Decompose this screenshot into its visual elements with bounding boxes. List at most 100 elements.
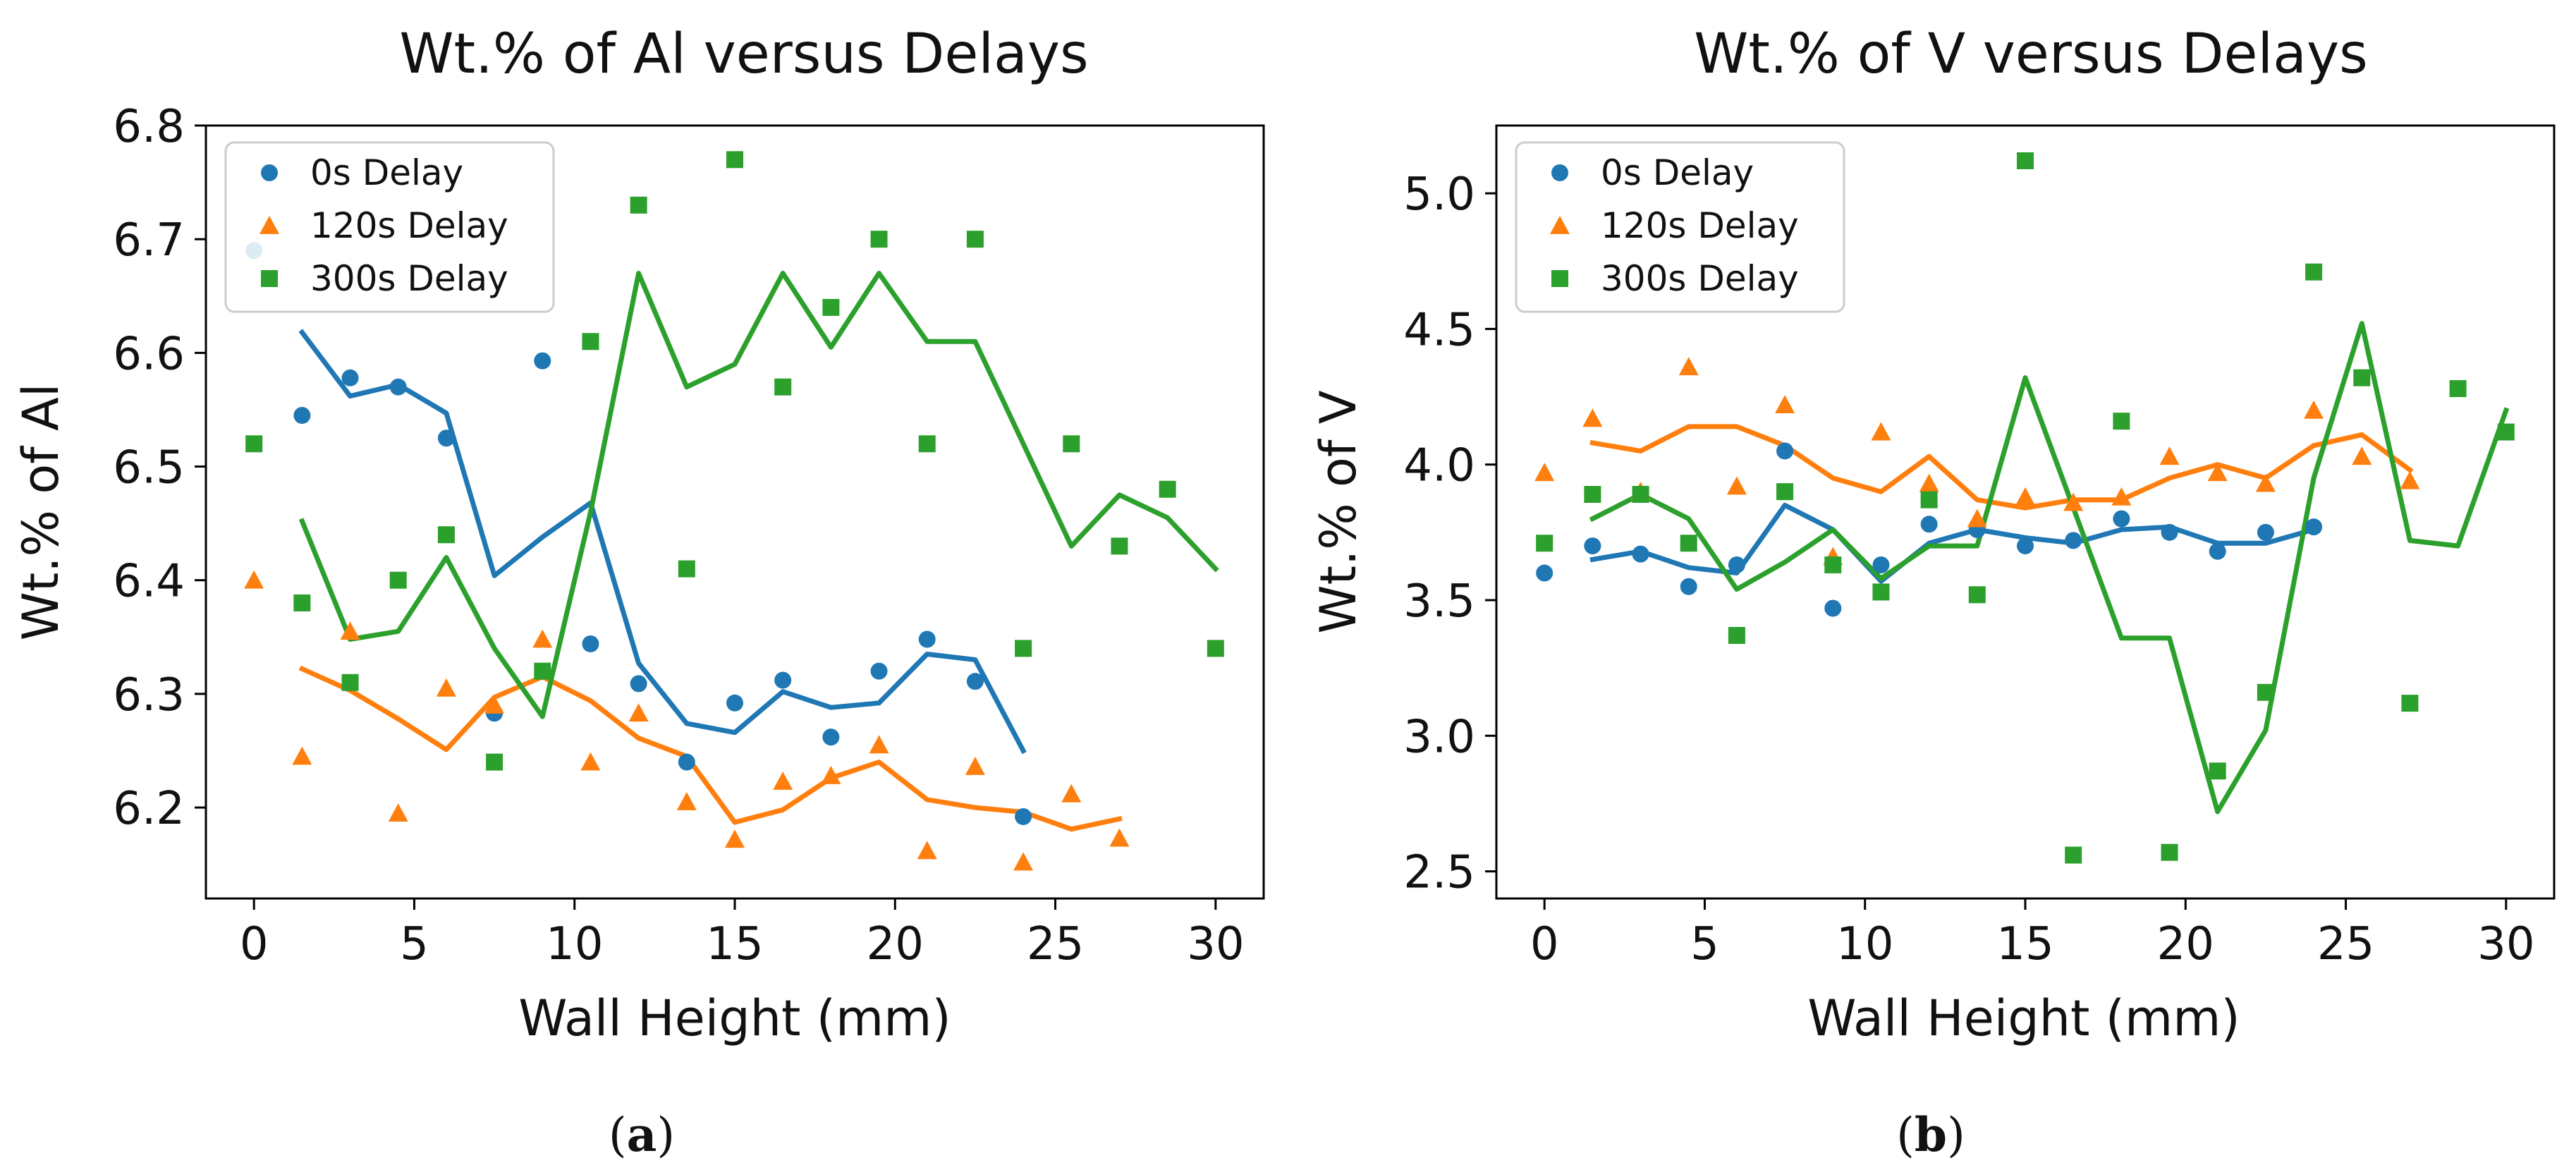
series-line-0s <box>298 329 1027 755</box>
data-point-120s <box>1726 476 1747 495</box>
x-tick-label: 15 <box>1996 918 2053 970</box>
data-point-0s <box>1728 556 1745 573</box>
data-point-120s <box>2111 487 2132 506</box>
data-point-0s <box>1680 578 1697 595</box>
data-point-120s <box>2400 470 2420 489</box>
data-point-300s <box>1159 480 1176 498</box>
data-point-300s <box>2065 846 2082 864</box>
data-point-300s <box>1632 486 1649 504</box>
data-point-120s <box>1871 422 1891 441</box>
y-axis-ticks: 2.5 3.0 3.5 4.0 4.5 5.0 <box>1403 169 1496 899</box>
data-point-300s <box>1968 586 1986 604</box>
data-point-0s <box>1872 556 1890 573</box>
data-point-120s <box>917 841 937 860</box>
data-point-120s <box>2352 446 2372 465</box>
data-point-0s <box>726 694 743 712</box>
data-point-300s <box>2113 413 2130 430</box>
panel-caption-letter: a <box>627 1107 657 1162</box>
data-point-120s <box>628 703 649 722</box>
chart-title: Wt.% of Al versus Delays <box>399 23 1088 86</box>
x-tick-label: 5 <box>1690 918 1719 970</box>
data-point-300s <box>1776 483 1794 501</box>
y-tick-label: 6.7 <box>113 214 185 267</box>
data-point-0s <box>582 635 599 652</box>
data-point-300s <box>582 333 599 351</box>
data-point-300s <box>678 560 695 578</box>
panel-caption-letter: b <box>1915 1107 1947 1162</box>
data-point-120s <box>1678 357 1699 376</box>
data-point-120s <box>1109 828 1130 847</box>
data-point-120s <box>1919 473 1939 492</box>
data-point-120s <box>340 621 360 640</box>
data-point-120s <box>676 792 697 810</box>
y-tick-label: 6.4 <box>113 556 185 608</box>
series-points <box>1534 152 2515 864</box>
data-point-120s <box>725 829 745 848</box>
data-point-300s <box>2449 380 2467 398</box>
data-point-300s <box>245 435 263 453</box>
y-tick-label: 6.8 <box>113 101 185 153</box>
data-point-0s <box>1015 808 1032 825</box>
data-point-0s <box>774 671 792 689</box>
data-point-300s <box>2497 423 2515 441</box>
data-point-300s <box>1015 640 1032 657</box>
data-point-120s <box>580 752 601 771</box>
data-point-120s <box>821 765 841 784</box>
legend-marker-0s <box>1551 164 1568 181</box>
data-point-300s <box>437 526 455 544</box>
data-point-300s <box>2353 369 2371 386</box>
y-axis-label: Wt.% of Al <box>12 384 70 641</box>
chart-panel-al: Wt.% of Al versus Delays 0 5 10 15 20 25 30 6.… <box>12 23 1265 1162</box>
x-tick-label: 25 <box>1027 918 1084 970</box>
data-point-300s <box>2161 843 2178 861</box>
y-tick-label: 2.5 <box>1403 847 1475 899</box>
x-tick-label: 20 <box>867 918 924 970</box>
data-point-0s <box>2017 537 2034 555</box>
data-point-120s <box>244 570 264 589</box>
data-point-300s <box>630 196 647 214</box>
x-tick-label: 10 <box>546 918 603 970</box>
data-point-300s <box>2257 683 2274 701</box>
legend: 0s Delay 120s Delay 300s Delay <box>224 141 555 313</box>
data-point-120s <box>2015 487 2035 506</box>
y-tick-label: 4.0 <box>1403 440 1475 492</box>
y-tick-label: 3.0 <box>1403 711 1475 763</box>
series-line-0s <box>1589 502 2317 584</box>
x-tick-label: 30 <box>1187 918 1244 970</box>
data-point-300s <box>870 231 888 248</box>
data-point-120s <box>869 735 889 754</box>
x-tick-label: 20 <box>2157 918 2214 970</box>
legend-label-120s: 120s Delay <box>310 205 508 246</box>
data-point-0s <box>966 673 984 690</box>
x-tick-label: 0 <box>240 918 269 970</box>
data-point-120s <box>1775 395 1795 413</box>
data-point-0s <box>534 352 551 370</box>
x-tick-label: 25 <box>2317 918 2374 970</box>
series-line-120s <box>298 665 1123 832</box>
series-line-300s <box>298 271 1219 719</box>
data-point-300s <box>1536 535 1553 552</box>
data-point-0s <box>437 429 455 447</box>
data-point-0s <box>1920 516 1938 533</box>
legend-marker-120s <box>260 216 279 234</box>
x-axis-label: Wall Height (mm) <box>518 989 951 1047</box>
data-point-300s <box>1872 583 1890 601</box>
data-point-120s <box>532 629 553 648</box>
data-point-0s <box>1584 537 1601 555</box>
data-point-120s <box>2304 400 2324 419</box>
data-point-120s <box>1534 463 1555 482</box>
data-point-0s <box>2257 523 2274 541</box>
data-point-120s <box>1061 784 1082 803</box>
data-point-300s <box>774 378 792 396</box>
x-tick-label: 15 <box>706 918 763 970</box>
data-point-300s <box>534 662 551 680</box>
data-point-300s <box>1824 556 1842 573</box>
y-tick-label: 6.5 <box>113 442 185 494</box>
chart-title: Wt.% of V versus Delays <box>1694 23 2368 86</box>
data-point-300s <box>1584 486 1601 504</box>
data-point-0s <box>1632 545 1649 563</box>
data-point-300s <box>822 298 840 316</box>
data-point-300s <box>1207 640 1224 657</box>
data-point-0s <box>1824 599 1842 617</box>
